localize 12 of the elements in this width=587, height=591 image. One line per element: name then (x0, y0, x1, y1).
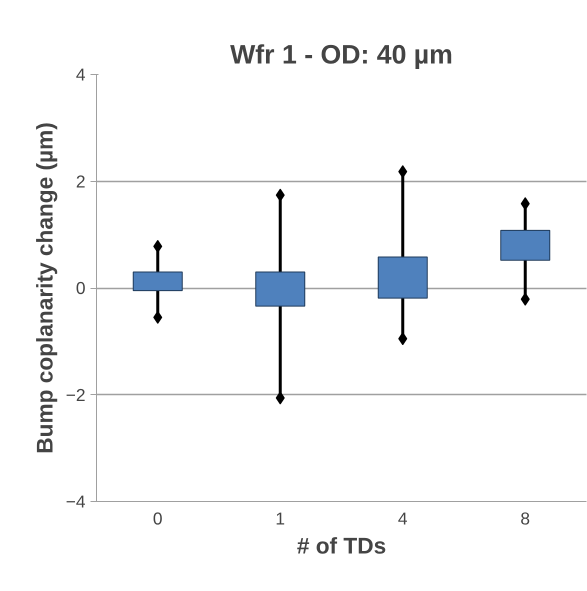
y-tick-label: 4 (76, 64, 86, 84)
x-axis-title: # of TDs (296, 532, 386, 558)
x-tick-label: 4 (398, 508, 408, 528)
y-tick-label: 0 (76, 278, 86, 298)
y-tick-label: −4 (66, 492, 86, 512)
x-tick-label: 8 (520, 508, 530, 528)
x-tick-label: 0 (152, 508, 163, 528)
y-tick-label: −2 (66, 384, 86, 405)
x-tick-label: 1 (275, 508, 286, 528)
y-axis-title: Bump coplanarity change (µm) (32, 122, 58, 454)
y-tick-label: 2 (76, 171, 86, 192)
chart-title: Wfr 1 - OD: 40 µm (230, 40, 453, 70)
